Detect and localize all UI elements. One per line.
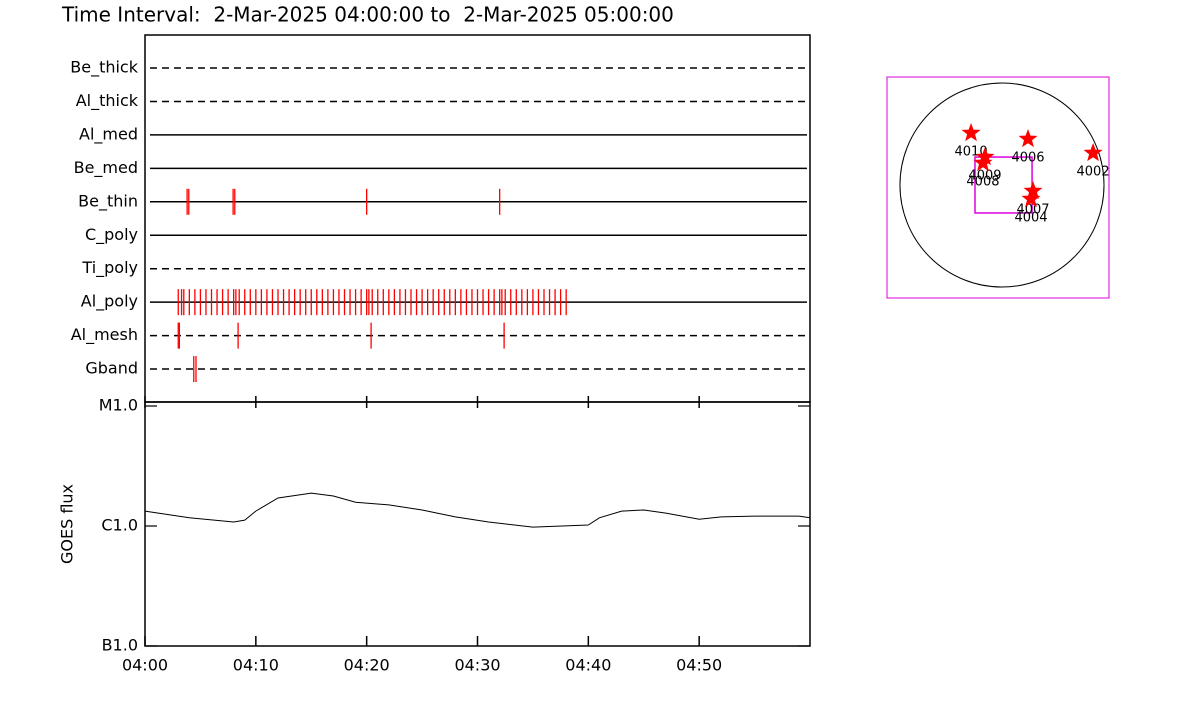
y-tick-label: B1.0 [102, 636, 138, 655]
x-tick-label: 04:50 [676, 656, 722, 675]
map-frame [886, 76, 1110, 299]
region-star [1021, 189, 1041, 208]
row-label: Be_thick [70, 58, 138, 78]
region-label: 4009 [968, 169, 1001, 184]
row-label: Ti_poly [81, 258, 138, 278]
x-tick-label: 04:30 [454, 656, 500, 675]
x-tick-label: 04:40 [565, 656, 611, 675]
row-label: Be_thin [78, 191, 138, 211]
row-label: Al_med [79, 124, 138, 144]
row-label: Al_poly [81, 292, 138, 312]
solar-limb [899, 82, 1105, 288]
bottom-frame [144, 401, 811, 647]
goes-curve [144, 492, 811, 528]
region-star [1023, 181, 1043, 199]
x-tick-label: 04:10 [233, 656, 279, 675]
x-tick-label: 04:00 [122, 656, 168, 675]
region-star [961, 123, 981, 142]
region-star [973, 153, 993, 172]
region-label: 4002 [1077, 165, 1110, 180]
y-tick-label: M1.0 [99, 396, 138, 415]
region-star [975, 147, 995, 166]
row-label: Be_med [74, 158, 138, 178]
top-frame [144, 34, 811, 403]
x-tick-label: 04:20 [344, 656, 390, 675]
region-label: 4008 [966, 174, 999, 189]
row-label: C_poly [85, 225, 138, 245]
region-label: 4004 [1014, 211, 1047, 226]
y-axis-label: GOES flux [58, 484, 77, 564]
chart-title: Time Interval: 2-Mar-2025 04:00:00 to 2-… [61, 3, 674, 27]
region-label: 4006 [1011, 150, 1044, 165]
row-label: Al_thick [76, 91, 139, 111]
y-tick-label: C1.0 [101, 516, 138, 535]
region-star [1083, 143, 1103, 162]
row-label: Al_mesh [71, 325, 138, 345]
region-label: 4007 [1016, 202, 1049, 217]
region-star [1018, 129, 1038, 148]
row-label: Gband [85, 359, 138, 378]
